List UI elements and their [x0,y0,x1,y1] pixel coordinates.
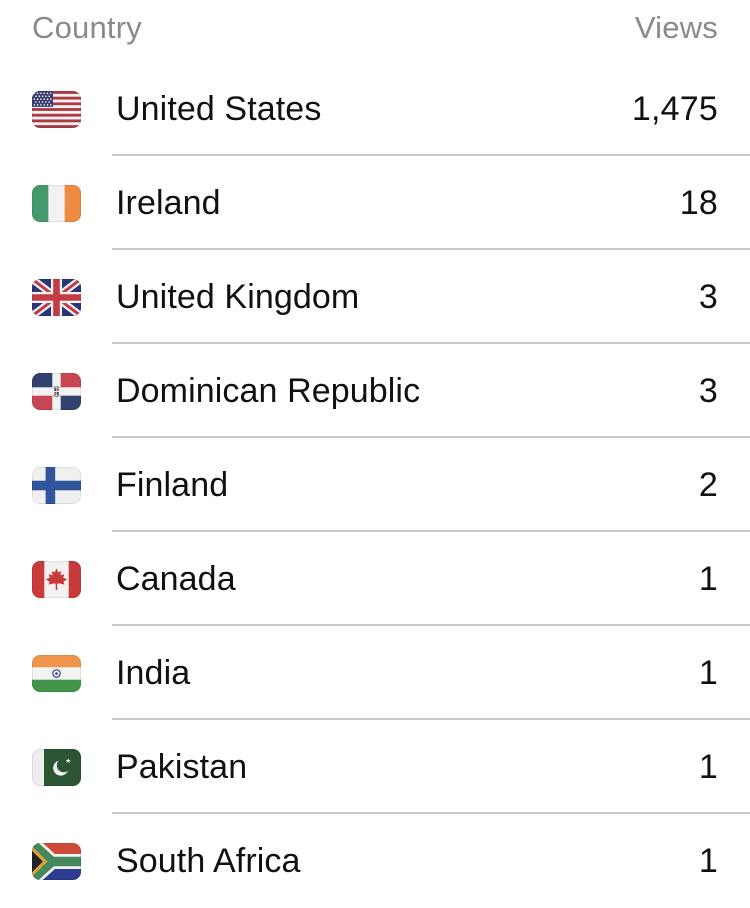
table-row: India 1 [0,626,750,720]
views-count: 3 [698,277,718,316]
uk-flag-icon [32,278,81,316]
table-header: Country Views [0,0,750,62]
us-flag-icon [32,90,81,128]
country-name: United States [116,89,322,128]
views-count: 1 [698,747,718,786]
south-africa-flag-icon [32,842,81,880]
table-row: South Africa 1 [0,814,750,908]
country-name: Dominican Republic [116,371,421,410]
views-count: 2 [698,465,718,504]
pakistan-flag-icon [32,748,81,786]
country-name: United Kingdom [116,277,360,316]
dominican-republic-flag-icon [32,372,81,410]
country-name: Ireland [116,183,221,222]
views-count: 18 [679,183,718,222]
table-row: United Kingdom 3 [0,250,750,344]
table-row: Ireland 18 [0,156,750,250]
country-table: United States 1,475 Ireland 18 United Ki… [0,62,750,908]
views-count: 1,475 [631,89,718,128]
country-name: India [116,653,191,692]
table-row: Canada 1 [0,532,750,626]
table-row: Finland 2 [0,438,750,532]
india-flag-icon [32,654,81,692]
views-count: 1 [698,841,718,880]
country-name: Pakistan [116,747,248,786]
canada-flag-icon [32,560,81,598]
views-column-header: Views [634,10,718,45]
country-name: South Africa [116,841,301,880]
country-column-header: Country [32,10,142,45]
views-count: 1 [698,653,718,692]
country-name: Finland [116,465,229,504]
table-row: Pakistan 1 [0,720,750,814]
finland-flag-icon [32,466,81,504]
table-row: Dominican Republic 3 [0,344,750,438]
table-row: United States 1,475 [0,62,750,156]
views-count: 1 [698,559,718,598]
views-count: 3 [698,371,718,410]
country-name: Canada [116,559,236,598]
ireland-flag-icon [32,184,81,222]
